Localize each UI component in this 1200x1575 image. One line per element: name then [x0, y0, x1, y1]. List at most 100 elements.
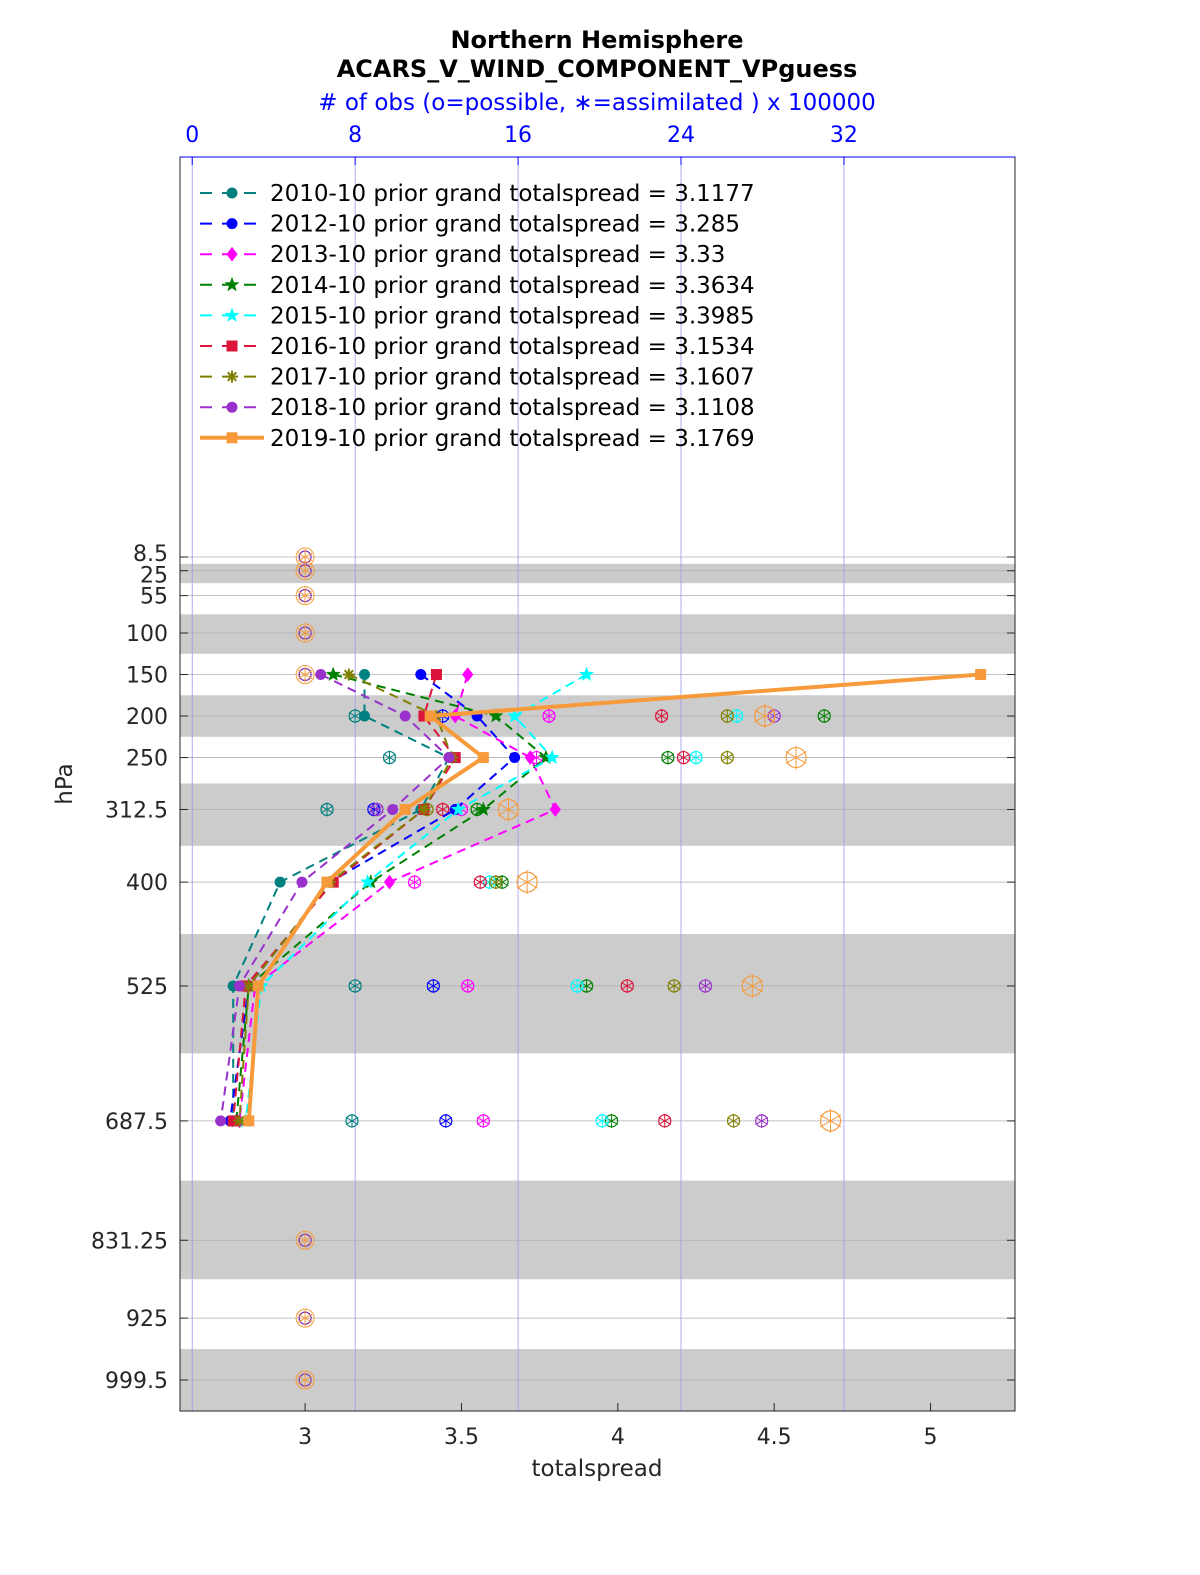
- chart-subtitle: ACARS_V_WIND_COMPONENT_VPguess: [337, 55, 858, 83]
- top-tick-label: 0: [185, 123, 199, 148]
- grid-lines: [180, 157, 1015, 1411]
- legend-entry: 2010-10 prior grand totalspread = 3.1177: [200, 181, 755, 207]
- legend-label: 2010-10 prior grand totalspread = 3.1177: [270, 181, 755, 207]
- x-axis-label: totalspread: [532, 1456, 663, 1482]
- obs-zero-marker: [295, 665, 315, 685]
- series-point: [524, 750, 536, 765]
- obs-assimilated-marker: [819, 1108, 842, 1133]
- legend-marker: [226, 432, 238, 444]
- series-point: [549, 802, 561, 817]
- top-tick-label: 32: [830, 123, 858, 148]
- series-point: [544, 749, 560, 764]
- series-point: [233, 980, 245, 992]
- obs-assimilated-marker: [570, 978, 584, 993]
- y-tick-label: 687.5: [105, 1110, 168, 1135]
- y-axis-label: hPa: [52, 763, 78, 805]
- series-point: [387, 803, 399, 815]
- obs-assimilated-marker: [427, 978, 440, 993]
- series-line: [229, 673, 517, 1122]
- obs-assimilated-marker: [595, 1113, 609, 1128]
- obs-zero-asterisk: [297, 549, 313, 565]
- obs-assimilated-marker: [699, 978, 712, 993]
- obs-assimilated-marker: [677, 750, 690, 765]
- series-point: [415, 669, 427, 681]
- obs-assimilated-marker: [755, 1113, 768, 1128]
- legend-label: 2015-10 prior grand totalspread = 3.3985: [270, 303, 755, 329]
- y-tick-label: 999.5: [105, 1369, 168, 1394]
- obs-assimilated-marker: [516, 870, 538, 895]
- obs-assimilated-marker: [370, 802, 384, 817]
- y-tick-label: 200: [126, 705, 168, 730]
- series-point: [450, 801, 466, 816]
- series-point: [417, 803, 430, 816]
- obs-zero-asterisk: [297, 666, 313, 683]
- series-point: [321, 876, 333, 888]
- series-point: [359, 669, 371, 681]
- obs-assimilated-marker: [345, 1113, 359, 1128]
- obs-assimilated-marker: [348, 978, 362, 993]
- obs-assimilated-marker: [661, 750, 675, 765]
- obs-zero-asterisk: [297, 587, 313, 604]
- y-tick-label: 150: [126, 664, 168, 689]
- top-tick-label: 8: [348, 123, 362, 148]
- obs-assimilated-marker: [655, 709, 668, 724]
- plot-series: [215, 547, 987, 1390]
- series-point: [975, 669, 987, 681]
- legend-label: 2013-10 prior grand totalspread = 3.33: [270, 242, 725, 268]
- series-5: [227, 669, 461, 1127]
- series-point: [274, 876, 286, 888]
- legend-label: 2018-10 prior grand totalspread = 3.1108: [270, 395, 755, 421]
- series-line: [232, 674, 457, 1121]
- obs-assimilated-marker: [439, 1113, 453, 1128]
- series-point: [475, 801, 491, 816]
- series-point: [462, 667, 474, 682]
- series-point: [399, 803, 411, 815]
- series-line: [246, 672, 981, 1122]
- series-8: [243, 669, 987, 1127]
- obs-assimilated-marker: [785, 745, 807, 770]
- legend-marker: [226, 246, 238, 262]
- legend-label: 2012-10 prior grand totalspread = 3.285: [270, 212, 740, 238]
- obs-assimilated-marker: [436, 802, 450, 817]
- y-tick-label: 100: [126, 622, 168, 647]
- obs-assimilated-marker: [348, 709, 362, 724]
- series-point: [507, 708, 523, 723]
- obs-assimilated-marker: [620, 978, 634, 993]
- legend-entry: 2018-10 prior grand totalspread = 3.1108: [200, 395, 755, 421]
- series-point: [296, 876, 308, 888]
- series-line: [238, 674, 557, 1122]
- legend-entry: 2017-10 prior grand totalspread = 3.1607: [200, 365, 755, 391]
- obs-assimilated-marker: [473, 875, 487, 890]
- y-tick-label: 312.5: [105, 798, 168, 823]
- obs-assimilated-marker: [727, 1113, 740, 1128]
- series-point: [477, 752, 489, 764]
- legend-marker: [226, 370, 238, 383]
- legend-marker: [224, 307, 240, 322]
- x-tick-label: 4.5: [757, 1425, 792, 1450]
- obs-assimilated-marker: [461, 978, 475, 993]
- legend-entry: 2016-10 prior grand totalspread = 3.1534: [200, 334, 755, 360]
- legend-marker: [224, 276, 240, 292]
- obs-assimilated-marker: [477, 1113, 490, 1128]
- series-6: [233, 668, 459, 1127]
- series-line: [232, 674, 451, 1121]
- obs-assimilated-marker: [320, 802, 334, 817]
- series-point: [315, 669, 327, 681]
- series-7: [215, 669, 455, 1127]
- legend-marker: [226, 187, 238, 199]
- series-point: [215, 1115, 227, 1127]
- obs-assimilated-marker: [408, 875, 421, 890]
- y-tick-label: 925: [126, 1307, 168, 1332]
- obs-assimilated-marker: [542, 709, 556, 724]
- level-band: [180, 614, 1015, 654]
- y-tick-label: 400: [126, 871, 168, 896]
- y-tick-label: 25: [140, 564, 168, 589]
- top-axis-label: # of obs (o=possible, ∗=assimilated ) x …: [318, 90, 876, 116]
- obs-assimilated-marker: [689, 750, 703, 765]
- y-tick-label: 8.5: [133, 542, 168, 567]
- x-tick-label: 4: [611, 1425, 625, 1450]
- series-point: [325, 666, 341, 681]
- obs-assimilated-marker: [383, 750, 396, 765]
- obs-assimilated-marker: [658, 1113, 672, 1128]
